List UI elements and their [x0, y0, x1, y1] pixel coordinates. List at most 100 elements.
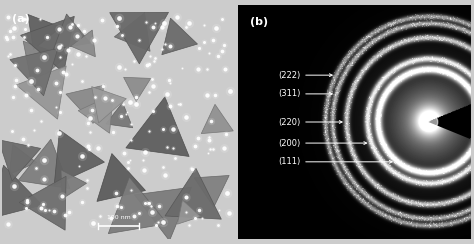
Point — [2, 35, 9, 39]
Point — [118, 205, 125, 209]
Point — [55, 131, 63, 135]
Point — [148, 210, 155, 214]
Point — [214, 54, 222, 58]
Point — [191, 144, 199, 148]
Point — [185, 223, 193, 227]
Point — [24, 143, 32, 147]
Point — [201, 23, 208, 27]
Point — [182, 25, 190, 29]
Point — [115, 65, 123, 69]
Point — [20, 18, 28, 21]
Polygon shape — [20, 16, 74, 73]
Point — [173, 15, 181, 19]
Point — [196, 46, 203, 50]
Point — [161, 21, 168, 25]
Point — [122, 112, 129, 116]
Point — [68, 22, 75, 26]
Point — [215, 208, 223, 212]
Point — [41, 158, 48, 162]
Point — [146, 54, 154, 58]
Point — [37, 206, 45, 210]
Point — [209, 147, 217, 151]
Point — [27, 108, 35, 112]
Point — [146, 202, 153, 205]
Point — [141, 201, 148, 204]
Point — [147, 204, 155, 208]
Point — [225, 211, 233, 214]
Point — [149, 84, 156, 88]
Polygon shape — [0, 165, 42, 219]
Point — [10, 184, 18, 188]
Polygon shape — [54, 130, 104, 185]
Point — [27, 79, 34, 82]
Point — [50, 209, 58, 213]
Point — [66, 25, 73, 29]
Point — [160, 165, 167, 169]
Point — [117, 114, 125, 118]
Point — [166, 81, 174, 85]
Point — [220, 146, 228, 150]
Point — [218, 18, 226, 21]
Point — [8, 129, 16, 133]
Point — [209, 147, 217, 151]
Point — [38, 119, 46, 123]
Point — [40, 55, 48, 59]
Point — [203, 93, 211, 97]
Point — [214, 223, 221, 227]
Point — [136, 211, 143, 215]
Point — [161, 42, 168, 46]
Point — [205, 138, 213, 142]
Point — [136, 38, 143, 42]
Point — [206, 147, 213, 151]
Point — [11, 84, 19, 88]
Point — [46, 208, 53, 212]
Point — [89, 108, 96, 112]
Point — [27, 79, 34, 82]
Point — [208, 119, 215, 123]
Point — [73, 34, 81, 38]
Point — [139, 158, 146, 162]
Polygon shape — [109, 12, 169, 64]
Point — [151, 21, 159, 25]
Point — [68, 62, 75, 66]
Point — [53, 81, 60, 85]
Text: (200): (200) — [278, 139, 301, 148]
Point — [41, 208, 49, 212]
Point — [21, 27, 29, 31]
Point — [113, 204, 120, 208]
Point — [38, 119, 46, 123]
Point — [121, 67, 129, 71]
Point — [214, 54, 222, 58]
Point — [174, 102, 182, 106]
Point — [118, 33, 126, 37]
Point — [221, 67, 228, 71]
Point — [109, 98, 116, 102]
Point — [11, 84, 19, 88]
Point — [13, 78, 20, 82]
Point — [205, 51, 213, 55]
Point — [11, 63, 19, 67]
Point — [43, 35, 51, 39]
Point — [109, 98, 116, 102]
Point — [126, 158, 133, 162]
Point — [158, 25, 166, 29]
Point — [185, 223, 193, 227]
Point — [188, 167, 196, 171]
Point — [145, 201, 152, 205]
Point — [22, 17, 30, 20]
Point — [22, 93, 30, 97]
Point — [145, 62, 153, 66]
Point — [119, 102, 127, 106]
Point — [11, 63, 19, 67]
Point — [187, 166, 194, 170]
Point — [10, 184, 18, 188]
Point — [20, 35, 27, 39]
Point — [176, 102, 184, 106]
Point — [100, 84, 107, 88]
Point — [7, 52, 14, 56]
Point — [55, 27, 63, 31]
Point — [204, 152, 211, 155]
Point — [148, 77, 155, 81]
Point — [94, 146, 101, 150]
Point — [65, 210, 73, 214]
